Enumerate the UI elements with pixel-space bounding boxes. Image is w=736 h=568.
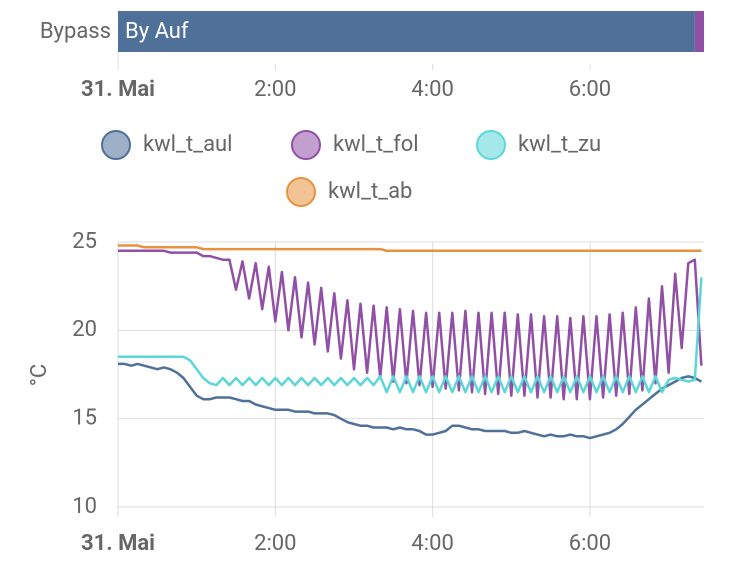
- series-line: [118, 277, 703, 394]
- series-line: [118, 362, 702, 440]
- x-tick-label: 2:00: [254, 77, 296, 102]
- legend-label: kwl_t_aul: [143, 132, 233, 157]
- timeline-segment-label: By Auf: [125, 19, 189, 44]
- x-tick-label: 6:00: [569, 77, 611, 102]
- y-tick-label: 25: [72, 229, 97, 254]
- x-tick-label: 4:00: [411, 77, 453, 102]
- y-tick-label: 15: [72, 405, 97, 430]
- legend-label: kwl_t_zu: [518, 132, 601, 157]
- x-tick-label: 2:00: [254, 531, 296, 556]
- legend-swatch: [291, 130, 321, 160]
- timeline-label: Bypass: [40, 19, 111, 44]
- y-tick-label: 20: [72, 317, 97, 342]
- legend-label: kwl_t_fol: [333, 132, 419, 157]
- x-tick-label: 4:00: [411, 531, 453, 556]
- x-tick-label: 31. Mai: [81, 77, 155, 102]
- legend-swatch: [476, 130, 506, 160]
- timeline-segment: [694, 11, 704, 52]
- series-line: [118, 249, 703, 401]
- legend-label: kwl_t_ab: [328, 179, 412, 204]
- y-tick-label: 10: [72, 494, 97, 519]
- series-line: [118, 244, 702, 253]
- legend-swatch: [101, 130, 131, 160]
- legend-swatch: [286, 177, 316, 207]
- timeline-segment: [118, 11, 695, 52]
- x-tick-label: 6:00: [569, 531, 611, 556]
- y-axis-label: °C: [27, 364, 52, 387]
- x-tick-label: 31. Mai: [81, 531, 155, 556]
